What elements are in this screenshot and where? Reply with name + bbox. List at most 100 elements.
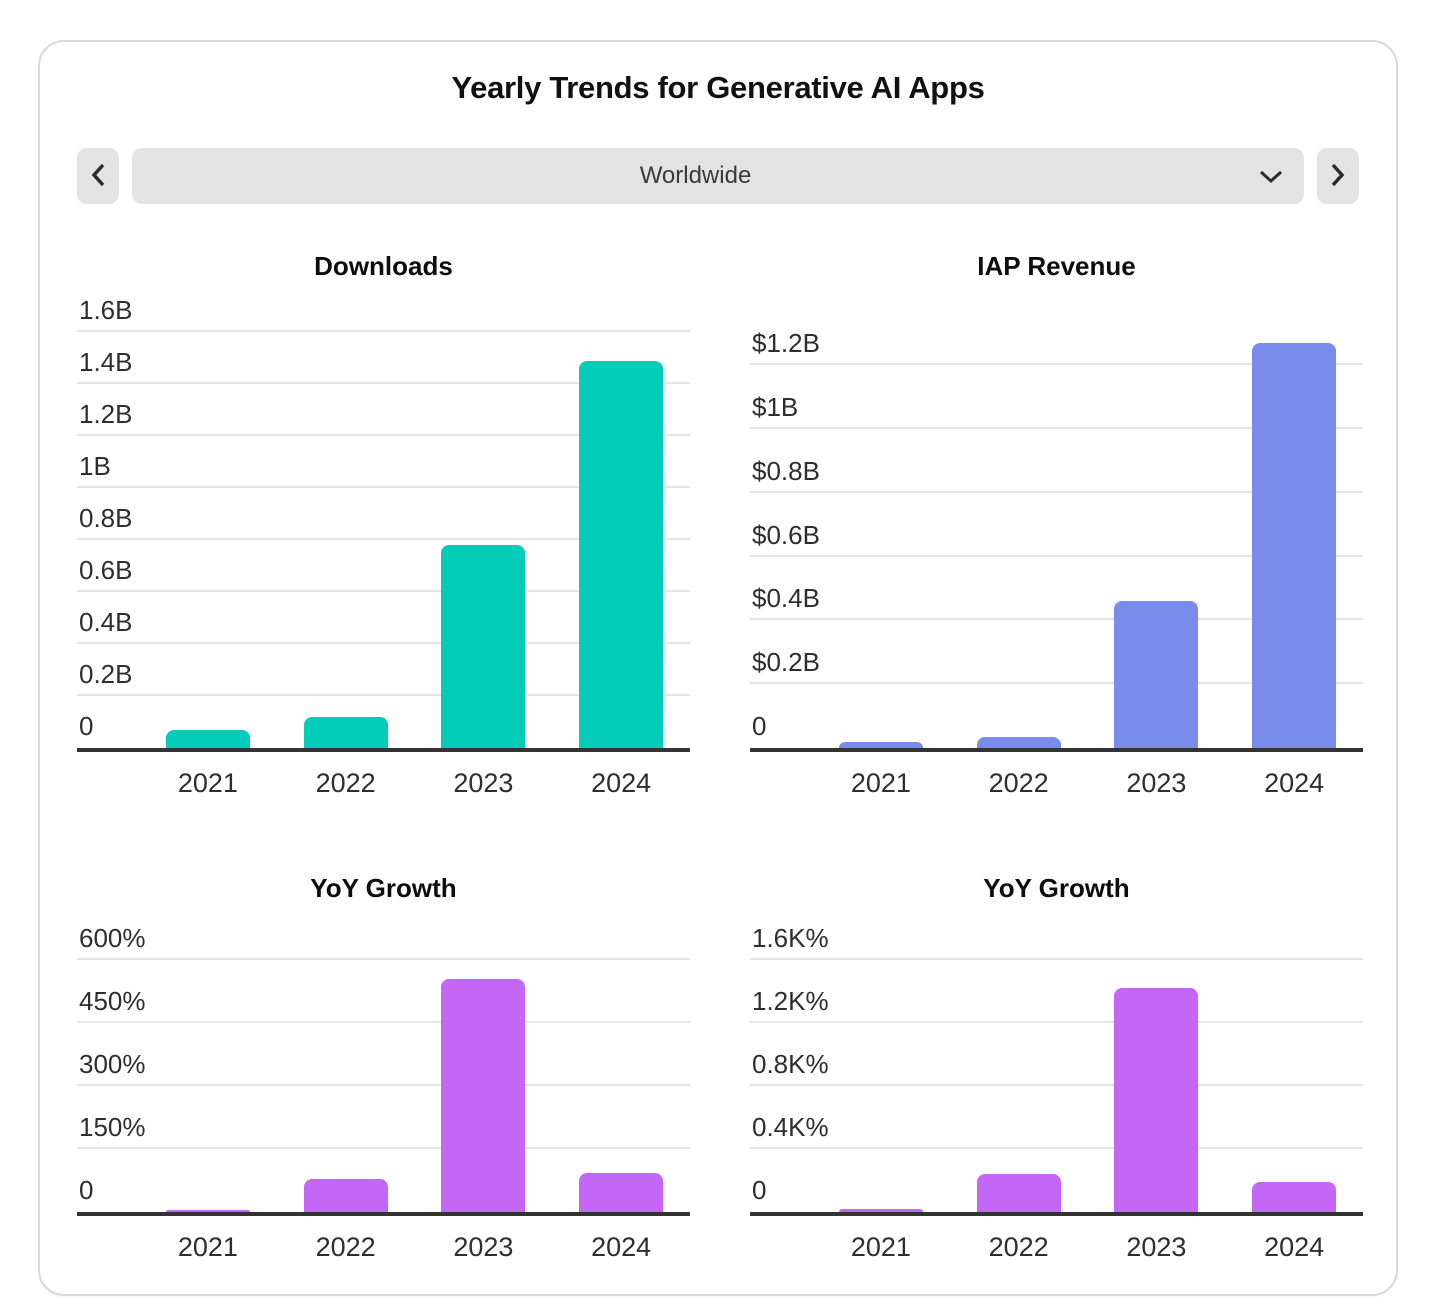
x-tick-label: 2024 (1264, 768, 1325, 798)
gridline (77, 1146, 690, 1149)
y-tick-label: 0 (752, 1175, 767, 1205)
gridline (77, 330, 690, 332)
chart-title: YoY Growth (983, 873, 1130, 903)
bar-2021 (838, 1208, 923, 1212)
gridline (77, 590, 690, 592)
y-tick-label: 1.6K% (752, 922, 829, 953)
bar-2022 (303, 1179, 388, 1212)
chart-title: IAP Revenue (977, 251, 1136, 281)
x-tick-label: 2023 (1126, 768, 1187, 798)
y-tick-label: 0.8K% (752, 1049, 829, 1079)
x-tick-label: 2021 (850, 1232, 911, 1262)
chart-downloads: Downloads 0 0.2B 0.4B 0.6B 0.8B 1B 1.2B 1.4B 1.6B… (77, 248, 690, 798)
gridline (77, 1083, 690, 1086)
report-card: Yearly Trends for Generative AI Apps Wor… (38, 40, 1398, 1296)
gridline (77, 1020, 690, 1023)
gridline (750, 957, 1363, 960)
y-tick-label: 0 (79, 1175, 94, 1205)
region-selector-value: Worldwide (639, 162, 752, 189)
previous-region-button[interactable] (77, 148, 119, 204)
x-tick-label: 2021 (177, 768, 238, 798)
bar-2023 (441, 978, 526, 1212)
chevron-right-icon (1330, 162, 1346, 191)
chart-yoy-growth-downloads: YoY Growth 0 150% 300% 450% 600% 2021 2022 2023 2… (77, 870, 690, 1262)
plot-area: 0 0.2B 0.4B 0.6B 0.8B 1B 1.2B 1.4B 1.6B (77, 295, 690, 752)
bar-2024 (1252, 1182, 1337, 1212)
bar-2022 (976, 736, 1061, 748)
x-tick-label: 2022 (315, 1232, 376, 1262)
chart-yoy-growth-revenue: YoY Growth 0 0.4K% 0.8K% 1.2K% 1.6K% 2021 2022 2… (750, 870, 1363, 1262)
x-tick-label: 2022 (315, 768, 376, 798)
chart-title: Downloads (314, 251, 453, 281)
bar-2023 (441, 545, 526, 748)
bar-2023 (1114, 601, 1199, 748)
x-axis-labels: 2021 2022 2023 2024 (812, 1232, 1363, 1262)
gridline (77, 382, 690, 384)
y-tick-label: 1.2B (79, 399, 133, 429)
plot-area: 0 0.4K% 0.8K% 1.2K% 1.6K% (750, 923, 1363, 1216)
bar-2024 (579, 1172, 664, 1212)
bar-2022 (976, 1174, 1061, 1212)
y-tick-label: 0 (79, 711, 94, 741)
x-tick-label: 2021 (850, 768, 911, 798)
y-tick-label: 0.2B (79, 659, 133, 689)
bar-2021 (165, 729, 250, 748)
x-axis-labels: 2021 2022 2023 2024 (812, 768, 1363, 798)
x-tick-label: 2022 (988, 768, 1049, 798)
gridline (77, 538, 690, 540)
gridline (750, 618, 1363, 621)
gridline (750, 426, 1363, 429)
bar-2023 (1114, 988, 1199, 1212)
y-tick-label: 0.8B (79, 503, 133, 533)
y-tick-label: 150% (79, 1111, 146, 1142)
region-selector[interactable]: Worldwide (132, 148, 1304, 204)
y-tick-label: $0.2B (752, 647, 820, 678)
y-tick-label: 0 (752, 711, 767, 741)
y-tick-label: $0.4B (752, 583, 820, 614)
y-tick-label: 1.4B (79, 347, 133, 377)
gridline (77, 434, 690, 436)
bar-2024 (1252, 342, 1337, 748)
bar-2024 (579, 360, 664, 748)
gridline (750, 682, 1363, 685)
x-tick-label: 2024 (591, 1232, 652, 1262)
bar-2021 (838, 741, 923, 748)
gridline (750, 554, 1363, 557)
bar-2021 (165, 1209, 250, 1212)
plot-area: 0 $0.2B $0.4B $0.6B $0.8B $1B $1.2B (750, 306, 1363, 752)
chevron-left-icon (90, 162, 106, 191)
y-tick-label: 300% (79, 1048, 146, 1079)
chevron-down-icon (1258, 168, 1284, 184)
gridline (750, 1020, 1363, 1023)
y-tick-label: $1.2B (752, 328, 820, 359)
gridline (77, 957, 690, 960)
y-tick-label: $0.8B (752, 455, 820, 486)
y-tick-label: 450% (79, 985, 146, 1016)
gridline (750, 490, 1363, 493)
page-title: Yearly Trends for Generative AI Apps (451, 70, 985, 105)
x-tick-label: 2023 (1126, 1232, 1187, 1262)
y-tick-label: 0.4B (79, 607, 133, 637)
plot-area: 0 150% 300% 450% 600% (77, 923, 690, 1216)
x-axis-labels: 2021 2022 2023 2024 (139, 1232, 690, 1262)
chart-iap-revenue: IAP Revenue 0 $0.2B $0.4B $0.6B $0.8B $1B $1.2B… (750, 248, 1363, 798)
gridline (77, 694, 690, 696)
region-controls: Worldwide (77, 148, 1359, 204)
x-tick-label: 2021 (177, 1232, 238, 1262)
x-tick-label: 2023 (453, 768, 514, 798)
y-tick-label: 0.4K% (752, 1112, 829, 1142)
gridline (750, 1084, 1363, 1086)
y-tick-label: 1.2K% (752, 985, 829, 1016)
y-tick-label: 1B (79, 451, 111, 481)
y-tick-label: $0.6B (752, 519, 820, 550)
x-axis-labels: 2021 2022 2023 2024 (139, 768, 690, 798)
next-region-button[interactable] (1317, 148, 1359, 204)
y-tick-label: 1.6B (79, 295, 133, 325)
gridline (77, 486, 690, 488)
y-tick-label: 0.6B (79, 555, 133, 585)
chart-title: YoY Growth (310, 873, 457, 903)
y-tick-label: $1B (752, 391, 799, 422)
x-tick-label: 2024 (1264, 1232, 1325, 1262)
gridline (750, 1147, 1363, 1149)
